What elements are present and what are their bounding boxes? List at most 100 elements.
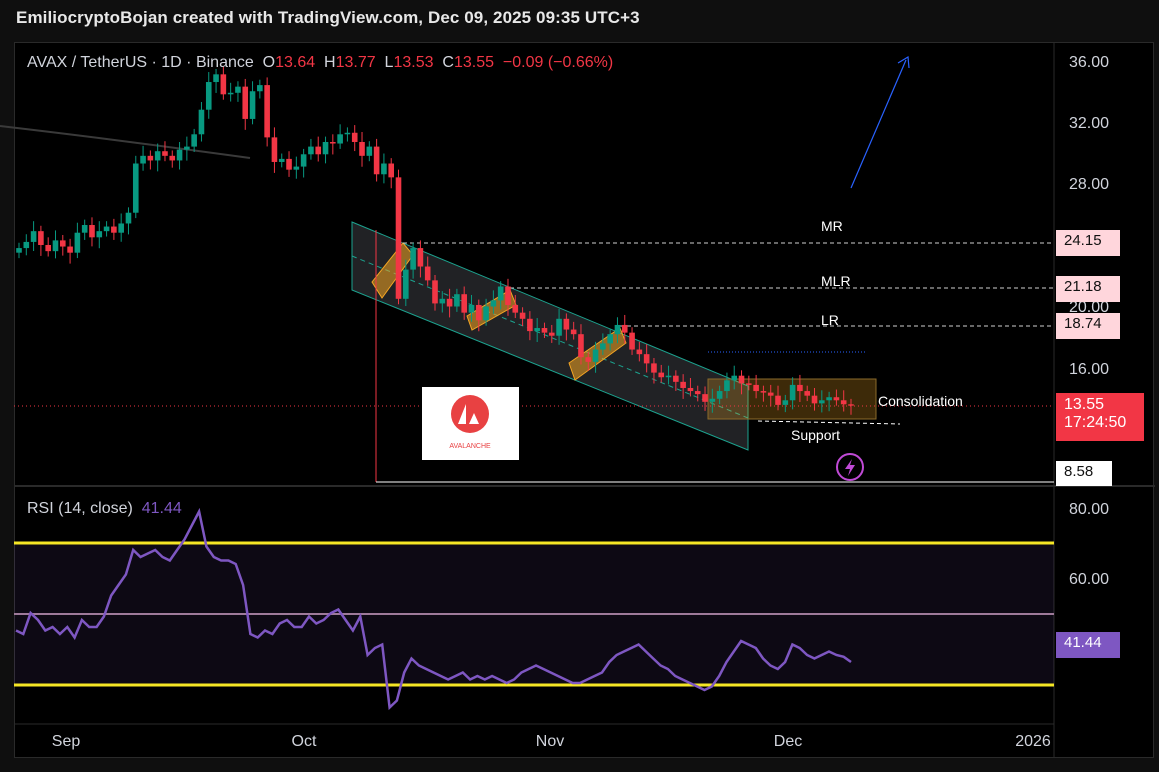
candle-body bbox=[23, 241, 30, 249]
avalanche-logo-mark-right bbox=[469, 413, 479, 424]
candle-body bbox=[293, 166, 300, 170]
candle-body bbox=[432, 280, 438, 304]
candle-body bbox=[643, 354, 650, 364]
candle-body bbox=[556, 318, 562, 336]
rsi-legend-label[interactable]: RSI (14, close) bbox=[27, 500, 133, 517]
candle-body bbox=[833, 397, 840, 401]
y-tick-36: 36.00 bbox=[1069, 54, 1109, 71]
candle-body bbox=[614, 324, 621, 335]
candle-body bbox=[534, 328, 540, 332]
candle-body bbox=[570, 329, 577, 335]
candles-group bbox=[16, 66, 854, 415]
candle-body bbox=[351, 132, 358, 142]
candle-body bbox=[103, 226, 110, 232]
candle-body bbox=[724, 380, 730, 392]
candle-body bbox=[592, 349, 599, 362]
mlr-label: MLR bbox=[821, 273, 851, 289]
last-price-tag: 13.55 17:24:50 bbox=[1056, 393, 1144, 441]
candle-body bbox=[709, 398, 716, 402]
candle-body bbox=[848, 404, 854, 406]
candle-body bbox=[52, 240, 59, 252]
candle-body bbox=[527, 318, 533, 332]
candle-body bbox=[395, 177, 402, 299]
candle-body bbox=[330, 141, 336, 144]
last-price-value: 13.55 bbox=[1064, 396, 1105, 413]
x-tick-dec: Dec bbox=[774, 733, 802, 750]
candle-body bbox=[658, 372, 665, 378]
candle-body bbox=[746, 383, 752, 385]
candle-body bbox=[16, 248, 22, 253]
change-value: −0.09 (−0.66%) bbox=[502, 54, 614, 71]
candle-body bbox=[665, 375, 672, 378]
candle-body bbox=[475, 304, 482, 321]
candle-body bbox=[235, 86, 241, 93]
rsi-value-tag: 41.44 bbox=[1056, 632, 1120, 658]
candle-body bbox=[249, 91, 256, 119]
candle-body bbox=[169, 155, 176, 161]
candle-body bbox=[59, 240, 66, 247]
candle-body bbox=[636, 349, 643, 355]
candle-body bbox=[191, 134, 197, 147]
candle-body bbox=[96, 231, 103, 238]
candle-body bbox=[819, 400, 825, 404]
candle-body bbox=[257, 85, 263, 92]
candle-body bbox=[454, 294, 460, 307]
rsi-tick-60: 60.00 bbox=[1069, 571, 1109, 588]
candle-body bbox=[840, 400, 847, 405]
candle-body bbox=[278, 158, 285, 162]
candle-body bbox=[651, 363, 657, 373]
low-value: 13.53 bbox=[393, 54, 434, 71]
candle-body bbox=[366, 146, 373, 156]
rsi-legend: RSI (14, close) 41.44 bbox=[27, 500, 182, 518]
candle-body bbox=[45, 245, 51, 252]
candle-body bbox=[702, 394, 708, 402]
candle-body bbox=[300, 154, 307, 167]
candle-body bbox=[607, 334, 613, 344]
lightning-icon[interactable] bbox=[836, 453, 864, 481]
candle-body bbox=[468, 304, 475, 313]
candle-body bbox=[81, 225, 88, 233]
candle-body bbox=[359, 141, 365, 156]
candle-body bbox=[162, 151, 168, 156]
y-tick-20: 20.00 bbox=[1069, 299, 1109, 316]
symbol-label[interactable]: AVAX / TetherUS · 1D · Binance bbox=[27, 54, 254, 71]
candle-body bbox=[461, 294, 467, 313]
candle-body bbox=[760, 391, 767, 393]
moving-average-line bbox=[0, 125, 251, 159]
support-label: Support bbox=[791, 427, 840, 443]
candle-body bbox=[315, 146, 322, 155]
candle-body bbox=[118, 223, 124, 233]
candle-body bbox=[490, 300, 497, 307]
mr-price-tag: 24.15 bbox=[1056, 230, 1120, 256]
ohlc-legend: AVAX / TetherUS · 1D · Binance O13.64 H1… bbox=[27, 54, 613, 72]
candle-body bbox=[337, 134, 343, 144]
mlr-price-tag: 21.18 bbox=[1056, 276, 1120, 302]
candle-body bbox=[629, 332, 635, 350]
candle-body bbox=[512, 304, 519, 313]
candle-body bbox=[344, 132, 351, 135]
candle-body bbox=[373, 146, 380, 175]
candle-body bbox=[30, 231, 37, 242]
candle-body bbox=[417, 248, 424, 267]
x-tick-oct: Oct bbox=[292, 733, 317, 750]
candle-body bbox=[111, 226, 117, 233]
candle-body bbox=[227, 92, 234, 95]
lightning-bolt-icon bbox=[845, 459, 855, 476]
candle-body bbox=[424, 266, 431, 281]
candle-body bbox=[154, 151, 161, 161]
y-tick-28: 28.00 bbox=[1069, 176, 1109, 193]
candle-body bbox=[548, 332, 555, 336]
candle-body bbox=[388, 163, 395, 178]
candle-body bbox=[621, 324, 628, 333]
candle-body bbox=[67, 246, 73, 253]
candle-body bbox=[687, 387, 694, 392]
rsi-tick-80: 80.00 bbox=[1069, 501, 1109, 518]
open-value: 13.64 bbox=[275, 54, 316, 71]
countdown-value: 17:24:50 bbox=[1064, 414, 1127, 431]
candle-body bbox=[286, 158, 292, 170]
consolidation-label: Consolidation bbox=[878, 393, 963, 409]
candle-body bbox=[271, 137, 278, 162]
open-key: O bbox=[262, 54, 276, 71]
candle-body bbox=[220, 74, 227, 95]
